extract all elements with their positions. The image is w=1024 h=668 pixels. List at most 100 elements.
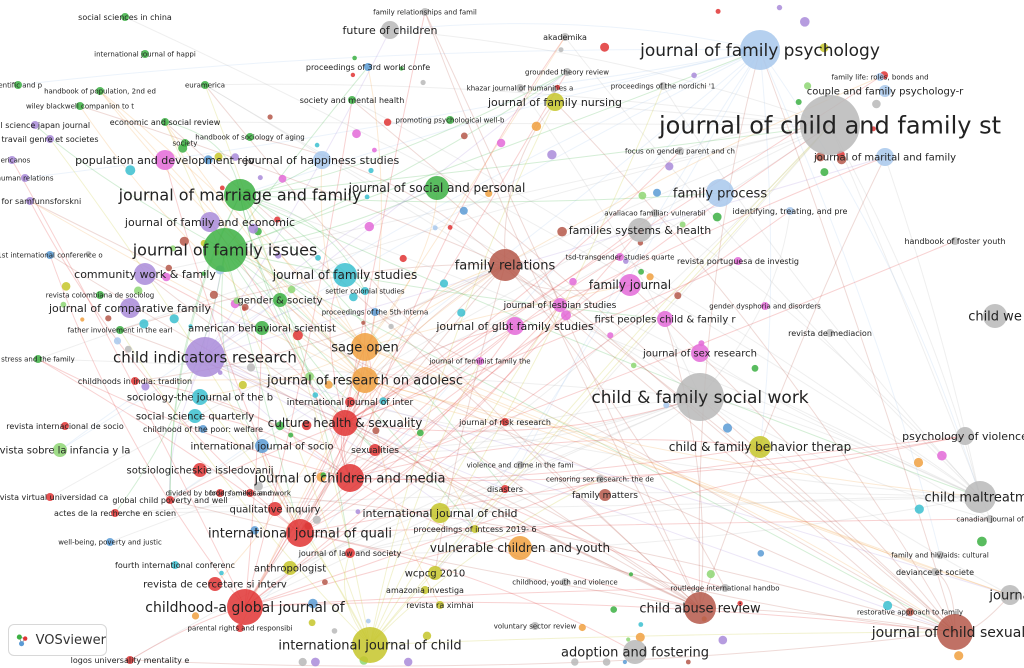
network-node[interactable]	[255, 321, 269, 335]
node-label[interactable]: revista portuguesa de investig	[677, 257, 799, 266]
node-label[interactable]: handbook of sociology of aging	[195, 133, 304, 141]
network-node[interactable]	[436, 601, 444, 609]
node-label[interactable]: society	[173, 139, 198, 147]
node-label[interactable]: international journal of quali	[208, 527, 392, 542]
network-node[interactable]	[313, 151, 331, 169]
node-label[interactable]: journal of lesbian studies	[503, 301, 617, 311]
network-node[interactable]	[34, 355, 42, 363]
node-label[interactable]: journal of child and family st	[658, 111, 1001, 139]
node-label[interactable]: stress and the family	[1, 355, 75, 363]
node-label[interactable]: parental rights and responsibi	[188, 624, 293, 632]
node-label[interactable]: journal of marital and family	[813, 153, 956, 164]
node-label[interactable]: psychology of violence	[902, 430, 1024, 443]
node-label[interactable]: child we	[968, 310, 1022, 325]
network-node[interactable]	[931, 568, 939, 576]
network-node[interactable]	[351, 333, 379, 361]
network-node[interactable]	[61, 422, 69, 430]
node-label[interactable]: family journal	[589, 278, 671, 292]
node-label[interactable]: journal of comparative family	[48, 302, 212, 315]
network-node[interactable]	[111, 509, 119, 517]
node-label[interactable]: wiley blackwell companion to t	[26, 102, 134, 110]
node-label[interactable]: childhoods in india: tradition	[78, 377, 192, 386]
node-label[interactable]: family matters	[572, 491, 638, 501]
node-label[interactable]: proceedings of 3rd world confe	[306, 63, 430, 72]
network-node[interactable]	[563, 68, 571, 76]
network-node[interactable]	[986, 515, 994, 523]
network-node[interactable]	[749, 436, 771, 458]
network-node[interactable]	[1000, 585, 1020, 605]
network-node[interactable]	[46, 135, 54, 143]
network-node[interactable]	[185, 337, 225, 377]
network-node[interactable]	[616, 253, 624, 261]
network-node[interactable]	[216, 489, 224, 497]
network-node[interactable]	[332, 410, 358, 436]
node-label[interactable]: handbook of foster youth	[904, 237, 1005, 246]
network-node[interactable]	[516, 84, 524, 92]
node-label[interactable]: international journal of happi	[94, 50, 196, 58]
network-node[interactable]	[8, 156, 16, 164]
network-node[interactable]	[501, 485, 509, 493]
node-label[interactable]: proceedings of intcess 2019- 6	[413, 525, 536, 534]
network-node[interactable]	[421, 8, 429, 16]
network-node[interactable]	[876, 73, 884, 81]
node-label[interactable]: journal of family psychology	[639, 41, 880, 61]
network-node[interactable]	[246, 489, 254, 497]
node-label[interactable]: international journal of socio	[191, 442, 334, 453]
network-node[interactable]	[983, 304, 1007, 328]
node-label[interactable]: canadian journal of	[956, 515, 1024, 523]
node-label[interactable]: journal of risk research	[458, 418, 551, 427]
node-label[interactable]: journal of social and personal	[348, 181, 526, 195]
node-label[interactable]: child indicators research	[113, 348, 297, 366]
node-label[interactable]: revista de mediacion	[788, 329, 872, 338]
node-label[interactable]: skrift for samfunnsforskni	[0, 197, 81, 206]
node-label[interactable]: journal of glbt family studies	[435, 320, 594, 333]
node-label[interactable]: mericanos	[0, 156, 31, 164]
node-label[interactable]: euramerica	[185, 81, 225, 89]
node-label[interactable]: adoption and fostering	[561, 646, 709, 661]
network-node[interactable]	[345, 548, 355, 558]
network-node[interactable]	[345, 397, 355, 407]
network-node[interactable]	[657, 311, 673, 327]
node-label[interactable]: journal of family studies	[272, 268, 418, 282]
network-node[interactable]	[430, 503, 450, 523]
network-node[interactable]	[421, 586, 429, 594]
network-node[interactable]	[120, 298, 140, 318]
node-label[interactable]: global child poverty and well	[112, 496, 227, 505]
network-node[interactable]	[200, 212, 220, 232]
network-node[interactable]	[425, 176, 449, 200]
node-label[interactable]: revista colombiana de sociolog	[46, 291, 154, 299]
node-label[interactable]: future of children	[343, 24, 438, 37]
network-node[interactable]	[46, 493, 54, 501]
network-node[interactable]	[134, 263, 156, 285]
network-node[interactable]	[181, 139, 189, 147]
node-label[interactable]: anthropologist	[254, 564, 326, 575]
network-node[interactable]	[471, 525, 479, 533]
network-node[interactable]	[273, 293, 287, 307]
node-label[interactable]: journal of family issues	[132, 241, 318, 260]
node-label[interactable]: child maltreatme	[924, 491, 1024, 506]
node-label[interactable]: child & family social work	[591, 388, 808, 408]
node-label[interactable]: settler colonial studies	[325, 287, 405, 295]
network-node[interactable]	[508, 536, 532, 560]
network-node[interactable]	[336, 464, 364, 492]
node-label[interactable]: identifying, treating, and pre	[733, 207, 848, 216]
node-label[interactable]: international journal of child	[278, 639, 461, 654]
node-label[interactable]: journal of law and society	[298, 549, 402, 558]
network-node[interactable]	[26, 197, 34, 205]
node-label[interactable]: focus on gender, parent and ch	[625, 147, 735, 155]
network-node[interactable]	[166, 496, 174, 504]
node-label[interactable]: journal of happiness studies	[244, 154, 400, 167]
network-node[interactable]	[199, 425, 207, 433]
network-node[interactable]	[361, 287, 369, 295]
node-label[interactable]: journal of research on adolesc	[266, 374, 463, 389]
node-label[interactable]: grounded theory review	[525, 68, 609, 76]
network-node[interactable]	[879, 85, 891, 97]
node-label[interactable]: sage open	[331, 341, 399, 356]
node-label[interactable]: travail genre et societes	[1, 135, 98, 144]
network-node[interactable]	[553, 298, 567, 312]
network-node[interactable]	[227, 589, 263, 625]
network-node[interactable]	[131, 377, 139, 385]
node-label[interactable]: international journal of child	[362, 507, 517, 520]
node-label[interactable]: family relationships and famil	[373, 8, 477, 16]
